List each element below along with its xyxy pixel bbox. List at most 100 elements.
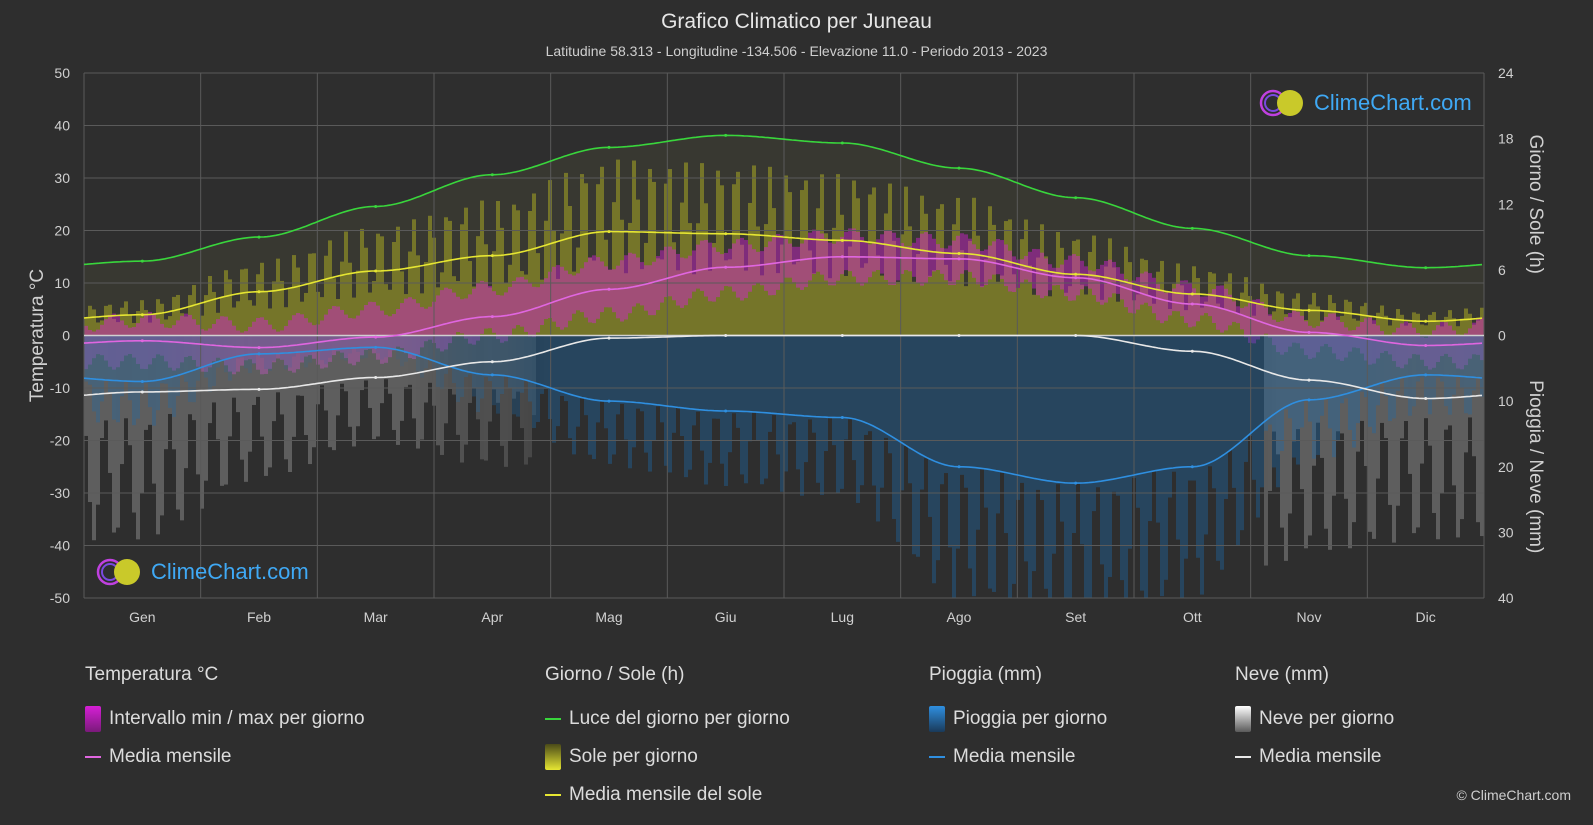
daylight-band [180,254,184,336]
sun-bar [1204,301,1208,336]
temp-range-bar [1268,314,1272,338]
rain-bar [1216,335,1220,561]
sun-bar [128,314,132,336]
rain-bar [1184,335,1188,559]
rain-bar [272,335,276,361]
sun-bar [408,251,412,336]
y-right-top-tick-label: 18 [1498,131,1514,147]
sun-bar [792,264,796,336]
rain-mean-point [1074,481,1078,485]
daylight-band [556,158,560,336]
sun-bar [1240,292,1244,336]
sun-bar [1184,310,1188,336]
sun-bar [1228,273,1232,336]
temp-range-bar [1432,330,1436,368]
snow-bar [1268,335,1272,491]
rain-bar [1196,335,1200,558]
rain-mean-point [140,379,144,383]
logo-top[interactable]: ClimeChart.com [1258,88,1472,118]
temp-range-bar [524,279,528,332]
rain-bar [1072,335,1076,533]
y-left-tick-label: 10 [54,275,70,291]
sun-bar [276,258,280,336]
rain-bar [1012,335,1016,584]
temp-range-bar [208,328,212,368]
temp-range-bar [936,244,940,271]
daylight-band [1372,262,1376,336]
snow-mean-point [140,390,144,394]
snow-bar [476,335,480,420]
sun-bar [1248,295,1252,336]
sun-bar [1388,325,1392,336]
sun-bar [712,242,716,336]
rain-bar [868,335,872,432]
rain-bar [140,335,144,391]
rain-bar [692,335,696,426]
sun-bar [1076,239,1080,336]
temp-range-bar [320,320,324,369]
temp-range-bar [1196,293,1200,322]
rain-bar [536,335,540,422]
legend-item-snow-mean: Media mensile [1235,738,1394,776]
sun-bar [840,214,844,336]
temp-range-bar [1296,311,1300,344]
rain-bar [752,335,756,412]
temp-range-bar [716,251,720,298]
daylight-band [1100,201,1104,336]
daylight-band [1356,260,1360,336]
rain-bar [1312,335,1316,459]
sun-bar [1308,304,1312,336]
sun-bar [320,297,324,336]
snow-mean-swatch [1235,756,1251,758]
snow-bar [316,335,320,405]
sun-bar [1296,293,1300,336]
sun-bar [820,174,824,336]
temp-range-bar [236,330,240,372]
snow-bar [284,335,288,460]
daylight-band [928,164,932,336]
daylight-band [656,142,660,336]
sun-bar [388,289,392,336]
temp-range-bar [384,314,388,363]
snow-bar [1384,335,1388,439]
rain-bar [660,335,664,423]
temp-range-bar [684,258,688,306]
snow-bar [288,335,292,472]
snow-bar [92,335,96,541]
sun-bar [924,213,928,336]
temp-range-bar [448,288,452,344]
sun-bar [1384,315,1388,336]
rain-bar [680,335,684,437]
logo-bottom[interactable]: ClimeChart.com [95,557,309,587]
sun-bar [816,208,820,336]
sun-bar [1352,318,1356,336]
sun-bar [1148,296,1152,336]
temp-range-bar [1448,325,1452,357]
sun-bar [500,227,504,336]
snow-bar [532,335,536,416]
sun-bar [1320,320,1324,336]
rain-bar [976,335,980,530]
snow-bar [140,335,144,494]
temp-range-bar [580,268,584,313]
sun-bar [740,244,744,336]
temp-range-bar [88,329,92,365]
temp-range-bar [316,324,320,365]
sun-bar [508,264,512,336]
temp-mean-point [374,335,378,339]
snow-bar [1364,335,1368,466]
sun-bar [356,270,360,336]
snow-bar [1412,335,1416,534]
temp-range-bar [460,299,464,334]
daylight-band [1164,224,1168,336]
snow-bar [352,335,356,447]
sun-bar [1412,312,1416,336]
temp-range-bar [1008,250,1012,292]
temp-range-bar [428,306,432,340]
sun-bar [640,269,644,336]
sun-bar [984,259,988,336]
snow-bar [300,335,304,396]
rain-bar [1096,335,1100,488]
temp-range-bar [420,307,424,348]
daylight-band [984,172,988,336]
